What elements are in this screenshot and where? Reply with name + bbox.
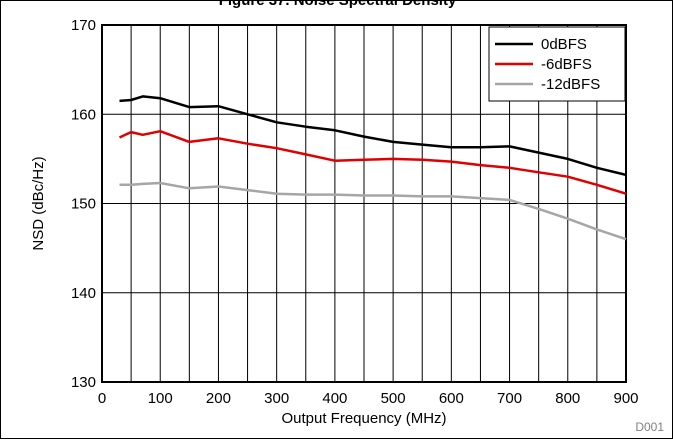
- x-tick-label: 200: [206, 390, 231, 407]
- y-tick-label: 170: [71, 17, 96, 34]
- x-tick-label: 0: [98, 390, 106, 407]
- x-tick-label: 800: [555, 390, 580, 407]
- x-tick-label: 300: [264, 390, 289, 407]
- legend-label: -6dBFS: [541, 56, 592, 73]
- plot-border: [101, 24, 627, 383]
- x-tick-label: 700: [497, 390, 522, 407]
- figure-id-footnote: D001: [635, 420, 664, 434]
- y-tick-label: 130: [71, 374, 96, 391]
- y-tick-label: 140: [71, 285, 96, 302]
- x-tick-label: 100: [148, 390, 173, 407]
- y-tick-label: 150: [71, 196, 96, 213]
- x-tick-label: 500: [381, 390, 406, 407]
- y-axis-label: NSD (dBc/Hz): [30, 156, 47, 250]
- series-line-12dbfs: [119, 181, 627, 241]
- x-axis-label: Output Frequency (MHz): [281, 410, 446, 427]
- x-tick-label: 600: [439, 390, 464, 407]
- y-tick-label: 160: [71, 106, 96, 123]
- x-tick-label: 900: [613, 390, 638, 407]
- x-tick-label: 400: [322, 390, 347, 407]
- series-line-0dbfs: [119, 95, 627, 177]
- chart-title: Figure 37. Noise Spectral Density: [218, 0, 457, 9]
- legend-label: 0dBFS: [541, 36, 587, 53]
- series-line-6dbfs: [118, 129, 627, 195]
- legend-label: -12dBFS: [541, 76, 600, 93]
